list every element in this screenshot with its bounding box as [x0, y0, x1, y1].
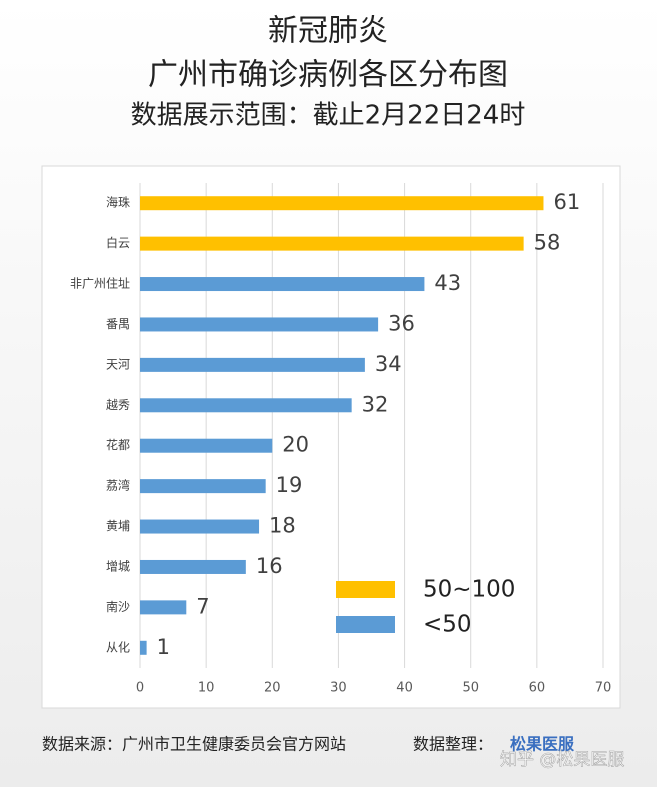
- legend-label: <50: [423, 612, 472, 638]
- bar: [140, 479, 266, 494]
- value-label: 36: [388, 311, 415, 335]
- value-label: 1: [157, 635, 170, 659]
- y-tick-label: 黄埔: [106, 519, 130, 533]
- value-label: 7: [196, 594, 209, 618]
- bar: [140, 357, 365, 372]
- source: 数据来源：广州市卫生健康委员会官方网站: [42, 735, 346, 754]
- watermark: 知乎 @松果医服: [500, 750, 624, 770]
- y-tick-label: 白云: [106, 235, 130, 250]
- x-tick-label: 0: [136, 681, 144, 696]
- y-tick-label: 南沙: [106, 599, 130, 614]
- value-label: 43: [434, 271, 461, 295]
- value-label: 61: [553, 190, 580, 214]
- bar: [140, 559, 246, 574]
- value-label: 58: [534, 231, 561, 255]
- plot-panel: [41, 165, 621, 709]
- bar: [140, 600, 187, 615]
- x-tick-label: 10: [198, 681, 215, 696]
- x-tick-label: 70: [595, 681, 612, 696]
- organizer-name: 松果医服: [510, 735, 575, 754]
- bar: [140, 519, 260, 534]
- value-label: 32: [362, 392, 389, 416]
- title-line: 广州市确诊病例各区分布图: [148, 58, 508, 93]
- value-label: 16: [256, 554, 283, 578]
- y-tick-label: 荔湾: [106, 478, 130, 493]
- y-tick-label: 花都: [106, 437, 130, 452]
- y-tick-label: 从化: [106, 640, 130, 654]
- x-tick-label: 20: [264, 681, 281, 696]
- organizer: 数据整理：: [413, 735, 493, 754]
- y-tick-label: 增城: [106, 559, 130, 573]
- value-label: 20: [282, 433, 309, 457]
- value-label: 19: [276, 473, 303, 497]
- x-tick-label: 40: [396, 681, 413, 696]
- y-tick-label: 天河: [106, 357, 130, 371]
- y-tick-label: 海珠: [106, 195, 130, 210]
- bar: [140, 196, 544, 211]
- y-tick-label: 番禺: [106, 317, 130, 331]
- value-label: 34: [375, 352, 402, 376]
- x-tick-label: 60: [529, 681, 546, 696]
- y-tick-label: 越秀: [106, 398, 130, 412]
- bar: [140, 236, 524, 251]
- bar: [140, 277, 425, 292]
- bar: [140, 438, 273, 453]
- x-tick-label: 30: [330, 681, 347, 696]
- bar: [140, 398, 352, 413]
- legend-swatch: [336, 581, 395, 598]
- value-label: 18: [269, 514, 296, 538]
- bar: [140, 640, 147, 655]
- legend-swatch: [336, 616, 395, 633]
- bar: [140, 317, 379, 332]
- title-line: 新冠肺炎: [268, 14, 388, 49]
- x-tick-label: 50: [462, 681, 479, 696]
- legend-label: 50~100: [423, 577, 515, 603]
- subtitle: 数据展示范围：截止2月22日24时: [131, 101, 526, 131]
- y-tick-label: 非广州住址: [70, 277, 130, 291]
